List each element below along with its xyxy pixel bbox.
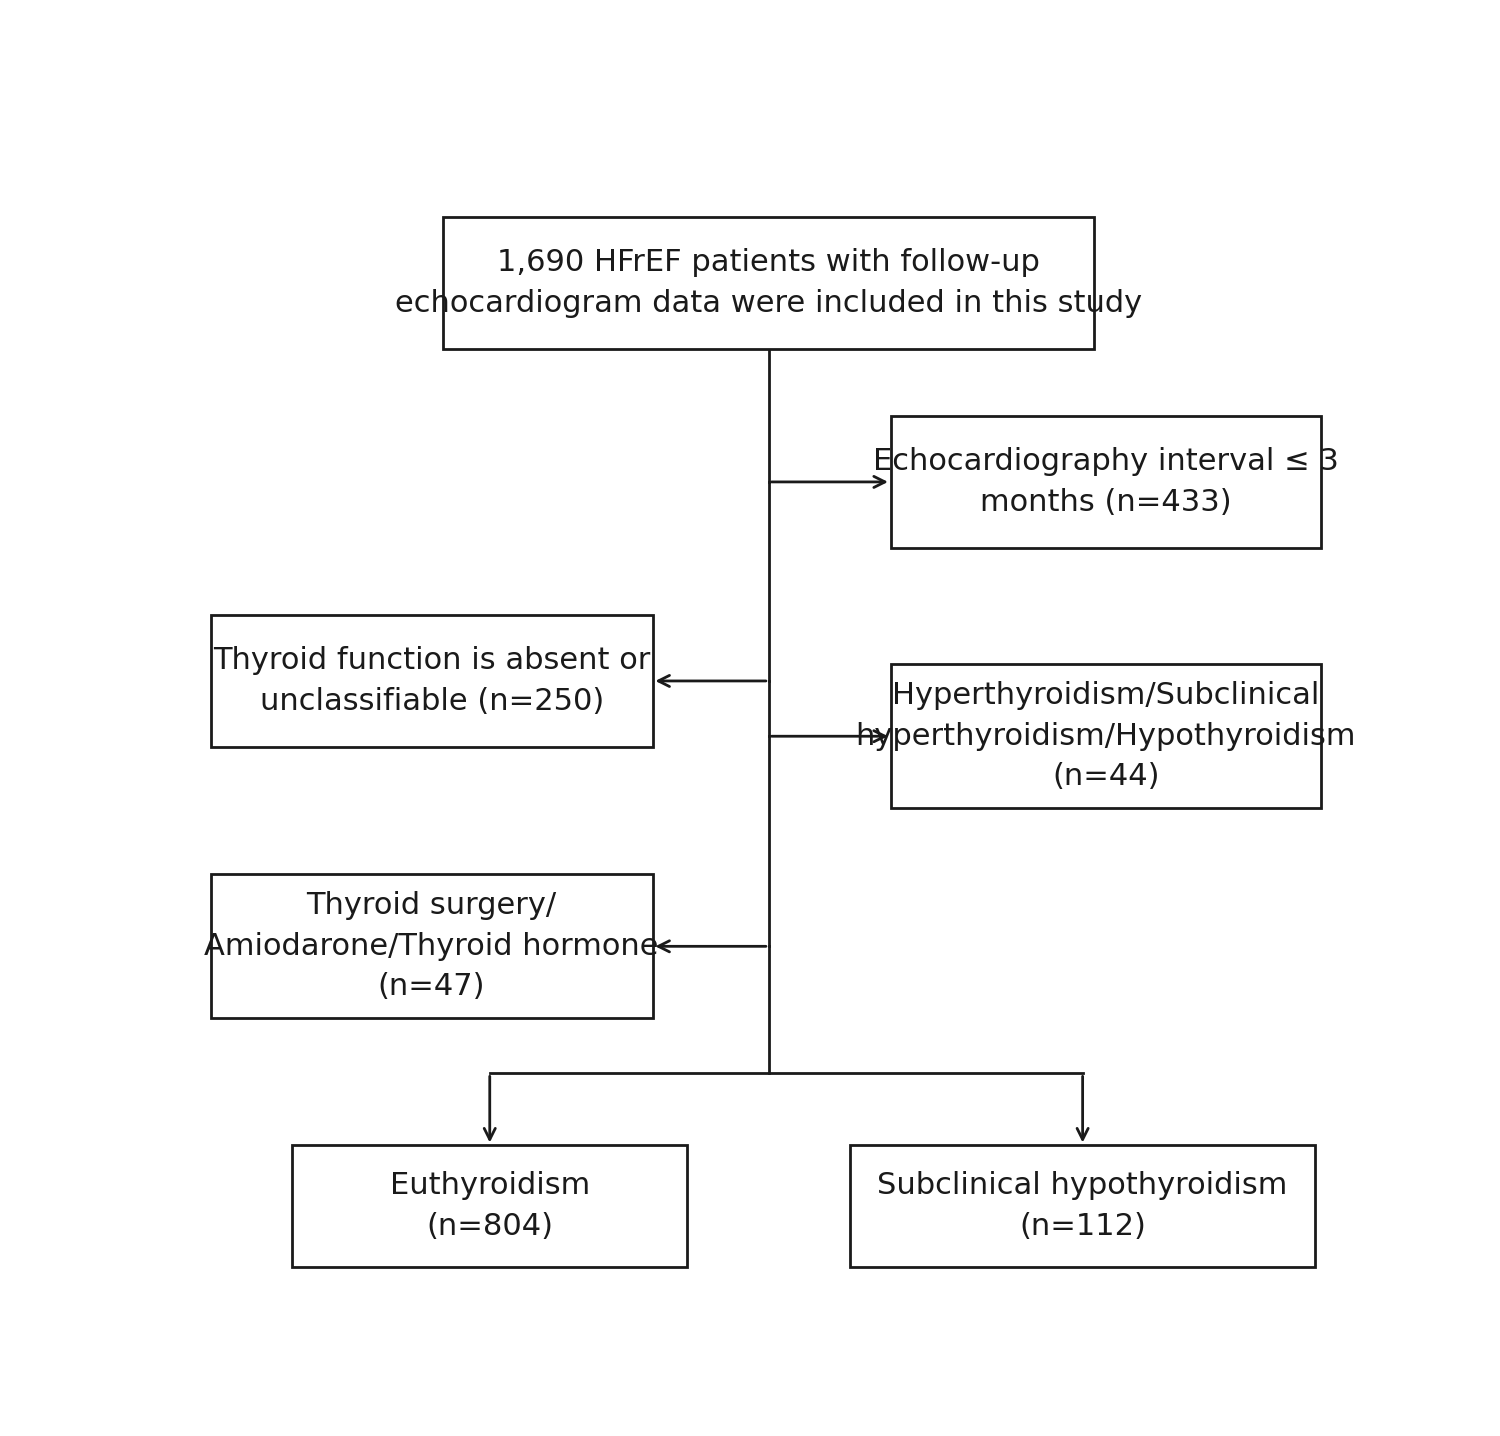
FancyBboxPatch shape [850,1146,1316,1267]
FancyBboxPatch shape [891,415,1322,549]
FancyBboxPatch shape [210,875,652,1018]
FancyBboxPatch shape [891,665,1322,808]
FancyBboxPatch shape [210,615,652,747]
Text: Echocardiography interval ≤ 3
months (n=433): Echocardiography interval ≤ 3 months (n=… [873,447,1340,517]
FancyBboxPatch shape [292,1146,687,1267]
Text: Thyroid surgery/
Amiodarone/Thyroid hormone
(n=47): Thyroid surgery/ Amiodarone/Thyroid horm… [204,892,658,1001]
Text: Subclinical hypothyroidism
(n=112): Subclinical hypothyroidism (n=112) [878,1172,1288,1241]
Text: 1,690 HFrEF patients with follow-up
echocardiogram data were included in this st: 1,690 HFrEF patients with follow-up echo… [394,248,1143,317]
FancyBboxPatch shape [444,217,1094,349]
Text: Hyperthyroidism/Subclinical
hyperthyroidism/Hypothyroidism
(n=44): Hyperthyroidism/Subclinical hyperthyroid… [855,681,1356,791]
Text: Euthyroidism
(n=804): Euthyroidism (n=804) [390,1172,590,1241]
Text: Thyroid function is absent or
unclassifiable (n=250): Thyroid function is absent or unclassifi… [213,646,651,715]
